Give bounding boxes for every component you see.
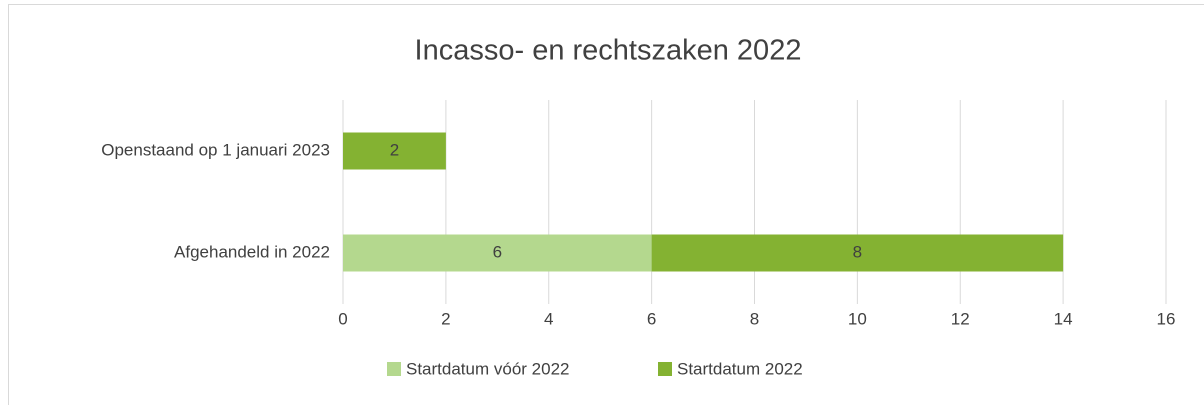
y-tick-label: Afgehandeld in 2022 [174,242,330,261]
bar [343,132,446,170]
x-tick-label: 2 [441,309,450,328]
data-label: 2 [390,140,399,159]
x-tick-label: 4 [544,309,553,328]
legend-swatch [658,362,672,376]
data-label: 6 [493,242,502,261]
x-tick-label: 0 [338,309,347,328]
x-tick-label: 8 [750,309,759,328]
bar [651,234,1064,272]
data-label: 8 [853,242,862,261]
legend-label: Startdatum vóór 2022 [406,359,569,378]
chart-title: Incasso- en rechtszaken 2022 [415,35,802,67]
bar [343,234,652,272]
x-tick-label: 10 [848,309,867,328]
legend-label: Startdatum 2022 [677,359,803,378]
chart-frame [8,4,1204,405]
legend-swatch [387,362,401,376]
x-tick-label: 16 [1157,309,1176,328]
x-tick-label: 12 [951,309,970,328]
y-tick-label: Openstaand op 1 januari 2023 [101,140,330,159]
x-tick-label: 6 [647,309,656,328]
x-tick-label: 14 [1054,309,1073,328]
